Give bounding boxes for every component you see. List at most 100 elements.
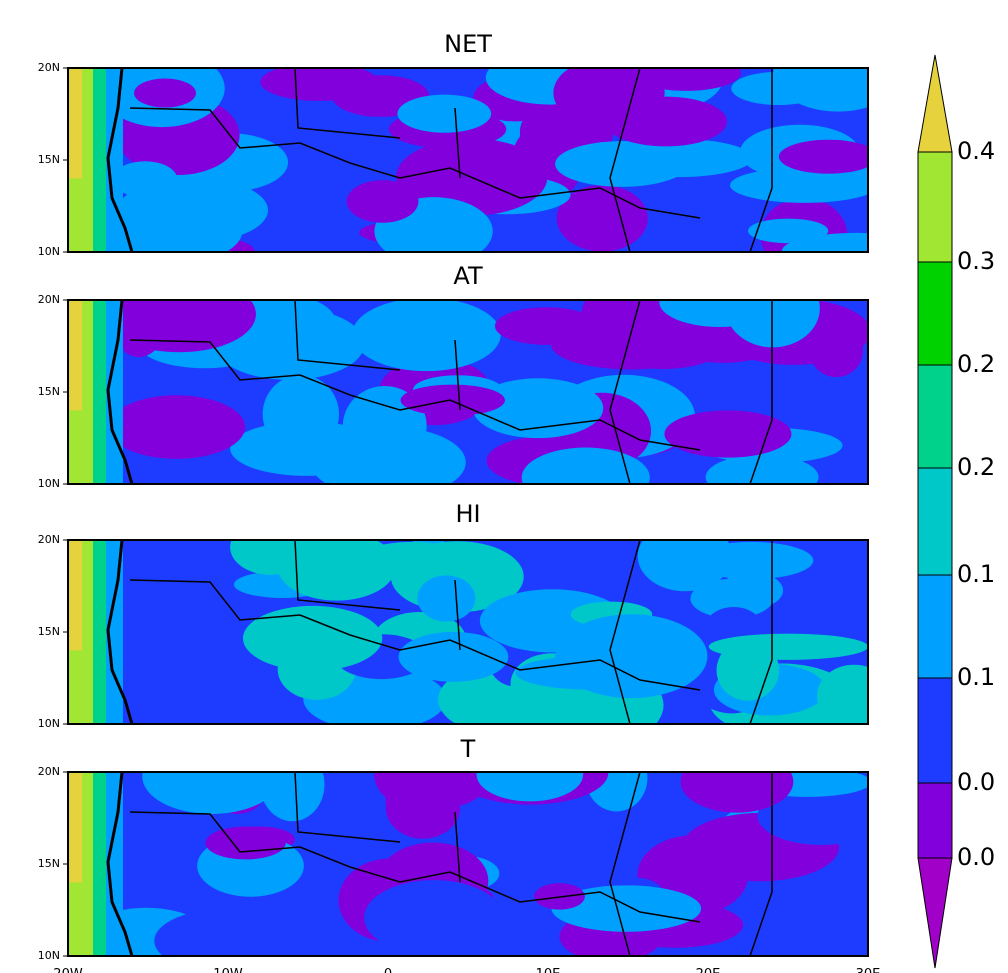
border: [129, 579, 701, 691]
field-patch: [659, 300, 780, 327]
panel-title: NET: [444, 30, 492, 58]
cb-box: [917, 574, 953, 679]
field-patch: [107, 395, 246, 459]
field-patch: [262, 374, 339, 454]
cb-box: [917, 151, 953, 263]
field-patch: [397, 94, 492, 133]
coastline: [106, 540, 134, 724]
lon-label: 30E: [856, 967, 881, 973]
panel-title: T: [460, 735, 476, 763]
panel-title: HI: [455, 500, 480, 528]
field-patch: [773, 68, 868, 112]
coast-band: [68, 772, 82, 883]
lat-label: 10N: [38, 949, 60, 962]
field-patch: [398, 631, 509, 682]
lat-label: 20N: [38, 533, 60, 546]
field-patch: [778, 139, 868, 174]
field-patch: [747, 218, 829, 244]
field-patch: [112, 161, 178, 198]
panel-title: AT: [453, 262, 483, 290]
field-patch: [716, 639, 780, 701]
field-patch: [142, 300, 231, 333]
lon-label: 20W: [53, 967, 83, 973]
cb-label: 0.2: [957, 453, 995, 481]
field-patch: [400, 384, 505, 416]
cb-box: [917, 261, 953, 366]
cb-label: 0.4: [957, 137, 995, 165]
cb-box: [917, 782, 953, 859]
border: [294, 540, 773, 724]
field-patch: [604, 96, 728, 147]
field-patch: [817, 664, 868, 724]
coastline: [106, 772, 134, 956]
coast-band: [68, 300, 82, 411]
field-patch: [134, 78, 196, 108]
field-patch: [205, 826, 286, 860]
field-patch: [242, 605, 383, 671]
field-patch: [680, 772, 794, 813]
field-patch: [631, 68, 741, 91]
cb-label: 0.2: [957, 350, 995, 378]
field-patch: [637, 540, 733, 592]
cb-box: [917, 467, 953, 576]
cb-label: 0.1: [957, 560, 995, 588]
field-patch: [476, 772, 584, 802]
coastline: [106, 300, 134, 484]
lat-label: 20N: [38, 61, 60, 74]
cb-bottom: [917, 857, 953, 969]
cb-label: 0.1: [957, 663, 995, 691]
lat-label: 10N: [38, 245, 60, 258]
field-patch: [580, 300, 631, 361]
field-patch: [719, 572, 784, 609]
lat-label: 15N: [38, 153, 60, 166]
cb-top: [917, 54, 953, 153]
lon-label: 20E: [696, 967, 721, 973]
lon-label: 10E: [536, 967, 561, 973]
border: [129, 339, 701, 451]
coastline: [106, 68, 134, 252]
cb-box: [917, 677, 953, 784]
field-patch: [260, 68, 379, 101]
border: [294, 68, 773, 252]
field-patch: [664, 410, 792, 458]
map-field: [68, 68, 868, 252]
cb-label: 0.3: [957, 247, 995, 275]
lat-label: 15N: [38, 385, 60, 398]
field-patch: [809, 324, 863, 378]
border: [129, 107, 701, 219]
field-patch: [515, 655, 664, 690]
lon-label: 0: [384, 967, 392, 973]
field-patch: [706, 606, 762, 645]
map-field: [68, 540, 868, 724]
border: [129, 811, 701, 923]
field-patch: [555, 141, 689, 187]
lon-label: 10W: [213, 967, 243, 973]
field-patch: [494, 307, 598, 345]
cb-box: [917, 364, 953, 469]
lat-label: 15N: [38, 857, 60, 870]
field-patch: [794, 565, 868, 628]
lat-label: 10N: [38, 717, 60, 730]
field-patch: [551, 885, 702, 932]
coast-band: [68, 68, 82, 179]
field-patch: [154, 908, 308, 956]
field-patch: [417, 575, 476, 622]
cb-label: 0.0: [957, 768, 995, 796]
lat-label: 10N: [38, 477, 60, 490]
field-patch: [781, 232, 868, 252]
field-patch: [364, 880, 504, 956]
lat-label: 20N: [38, 293, 60, 306]
field-patch: [757, 786, 868, 845]
field-patch: [230, 540, 311, 575]
lat-label: 20N: [38, 765, 60, 778]
lat-label: 15N: [38, 625, 60, 638]
cb-label: 0.0: [957, 843, 995, 871]
field-patch: [142, 772, 282, 815]
field-patch: [346, 180, 419, 223]
field-patch: [380, 772, 442, 791]
field-patch: [521, 447, 650, 484]
coast-band: [68, 540, 82, 651]
border: [294, 300, 773, 484]
map-field: [68, 300, 868, 484]
